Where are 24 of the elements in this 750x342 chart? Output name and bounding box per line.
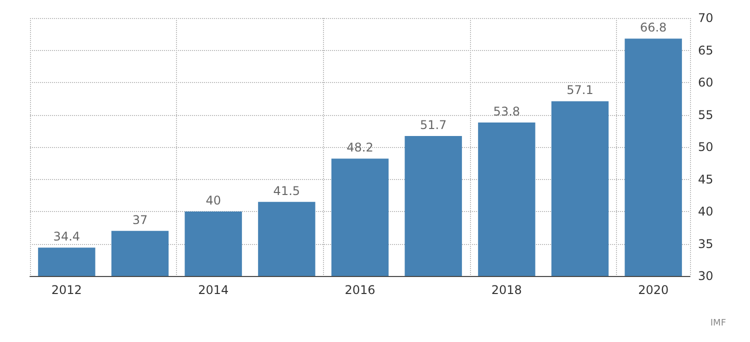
x-tick-label: 2018 bbox=[491, 283, 522, 297]
y-tick-label: 35 bbox=[698, 236, 714, 251]
y-tick-label: 65 bbox=[698, 43, 714, 58]
y-tick-label: 40 bbox=[698, 204, 714, 218]
y-tick-label: 70 bbox=[698, 11, 714, 25]
data-label: 34.4 bbox=[53, 230, 80, 244]
y-tick-label: 60 bbox=[698, 76, 714, 90]
x-tick-label: 2020 bbox=[638, 283, 669, 297]
data-label: 41.5 bbox=[273, 184, 300, 198]
text: IMF bbox=[710, 318, 726, 328]
y-tick-label: 45 bbox=[698, 172, 714, 186]
data-label: 37 bbox=[132, 212, 148, 227]
y-tick-label: 55 bbox=[698, 108, 714, 122]
y-tick-label: 30 bbox=[698, 269, 714, 283]
data-label: 40 bbox=[206, 194, 221, 208]
data-label: 53.8 bbox=[493, 104, 520, 118]
data-label: 57.1 bbox=[566, 83, 594, 98]
y-tick-label: 50 bbox=[698, 140, 714, 154]
x-tick-label: 2012 bbox=[51, 283, 82, 297]
x-tick-label: 2016 bbox=[344, 283, 376, 297]
x-tick-label: 2014 bbox=[198, 283, 229, 297]
data-label: 48.2 bbox=[346, 140, 374, 155]
data-label: 51.7 bbox=[420, 118, 447, 132]
data-label: 66.8 bbox=[640, 20, 667, 35]
